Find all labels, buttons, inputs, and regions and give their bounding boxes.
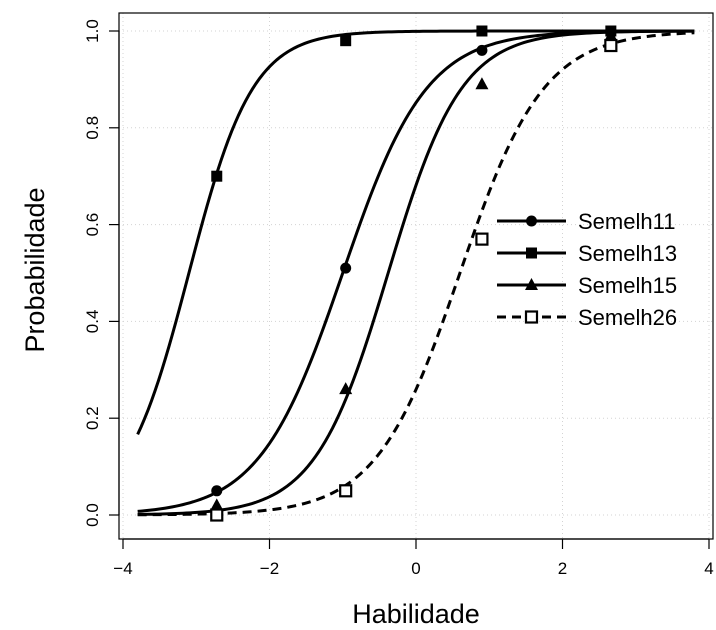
data-point-semelh11	[211, 485, 223, 497]
series-line-semelh26	[137, 31, 695, 517]
x-tick-label: 2	[558, 559, 567, 578]
data-point-semelh15	[210, 498, 224, 511]
series-markers	[210, 25, 618, 522]
x-tick-label: −4	[113, 559, 132, 578]
y-tick-label: 0.0	[83, 503, 102, 527]
legend-marker-semelh11	[526, 215, 537, 227]
data-point-semelh15	[339, 382, 353, 395]
legend: Semelh11 Semelh13 Semelh15 Semelh26	[497, 209, 677, 330]
y-tick-label: 0.4	[83, 310, 102, 334]
legend-marker-semelh13	[526, 247, 537, 259]
x-axis: −4 −2 0 2 4	[113, 538, 714, 578]
legend-label: Semelh26	[578, 305, 677, 330]
y-tick-label: 0.2	[83, 406, 102, 430]
legend-label: Semelh11	[578, 209, 675, 234]
y-axis: 0.0 0.2 0.4 0.6 0.8 1.0	[83, 19, 120, 527]
data-point-semelh15	[475, 77, 489, 90]
y-tick-label: 1.0	[83, 19, 102, 43]
legend-label: Semelh13	[578, 241, 677, 266]
legend-marker-semelh26	[524, 310, 539, 324]
x-axis-title: Habilidade	[352, 599, 480, 629]
y-tick-label: 0.6	[83, 213, 102, 237]
data-point-semelh11	[340, 262, 352, 274]
series-curves	[136, 29, 695, 517]
data-point-semelh26	[475, 232, 489, 246]
data-point-semelh26	[210, 508, 224, 522]
data-point-semelh26	[339, 484, 353, 498]
data-point-semelh15	[604, 28, 618, 41]
legend-marker-semelh15	[525, 278, 538, 290]
data-point-semelh26	[604, 38, 618, 53]
legend-label: Semelh15	[578, 273, 677, 298]
y-axis-title: Probabilidade	[20, 187, 50, 352]
data-point-semelh13	[340, 35, 352, 47]
y-tick-label: 0.8	[83, 116, 102, 140]
x-tick-label: 0	[411, 559, 420, 578]
x-tick-label: 4	[704, 559, 713, 578]
data-point-semelh11	[476, 44, 488, 56]
x-tick-label: −2	[260, 559, 279, 578]
data-point-semelh13	[211, 170, 223, 182]
series-line-semelh11	[137, 29, 695, 513]
data-point-semelh13	[476, 25, 488, 37]
series-line-semelh15	[137, 29, 695, 516]
